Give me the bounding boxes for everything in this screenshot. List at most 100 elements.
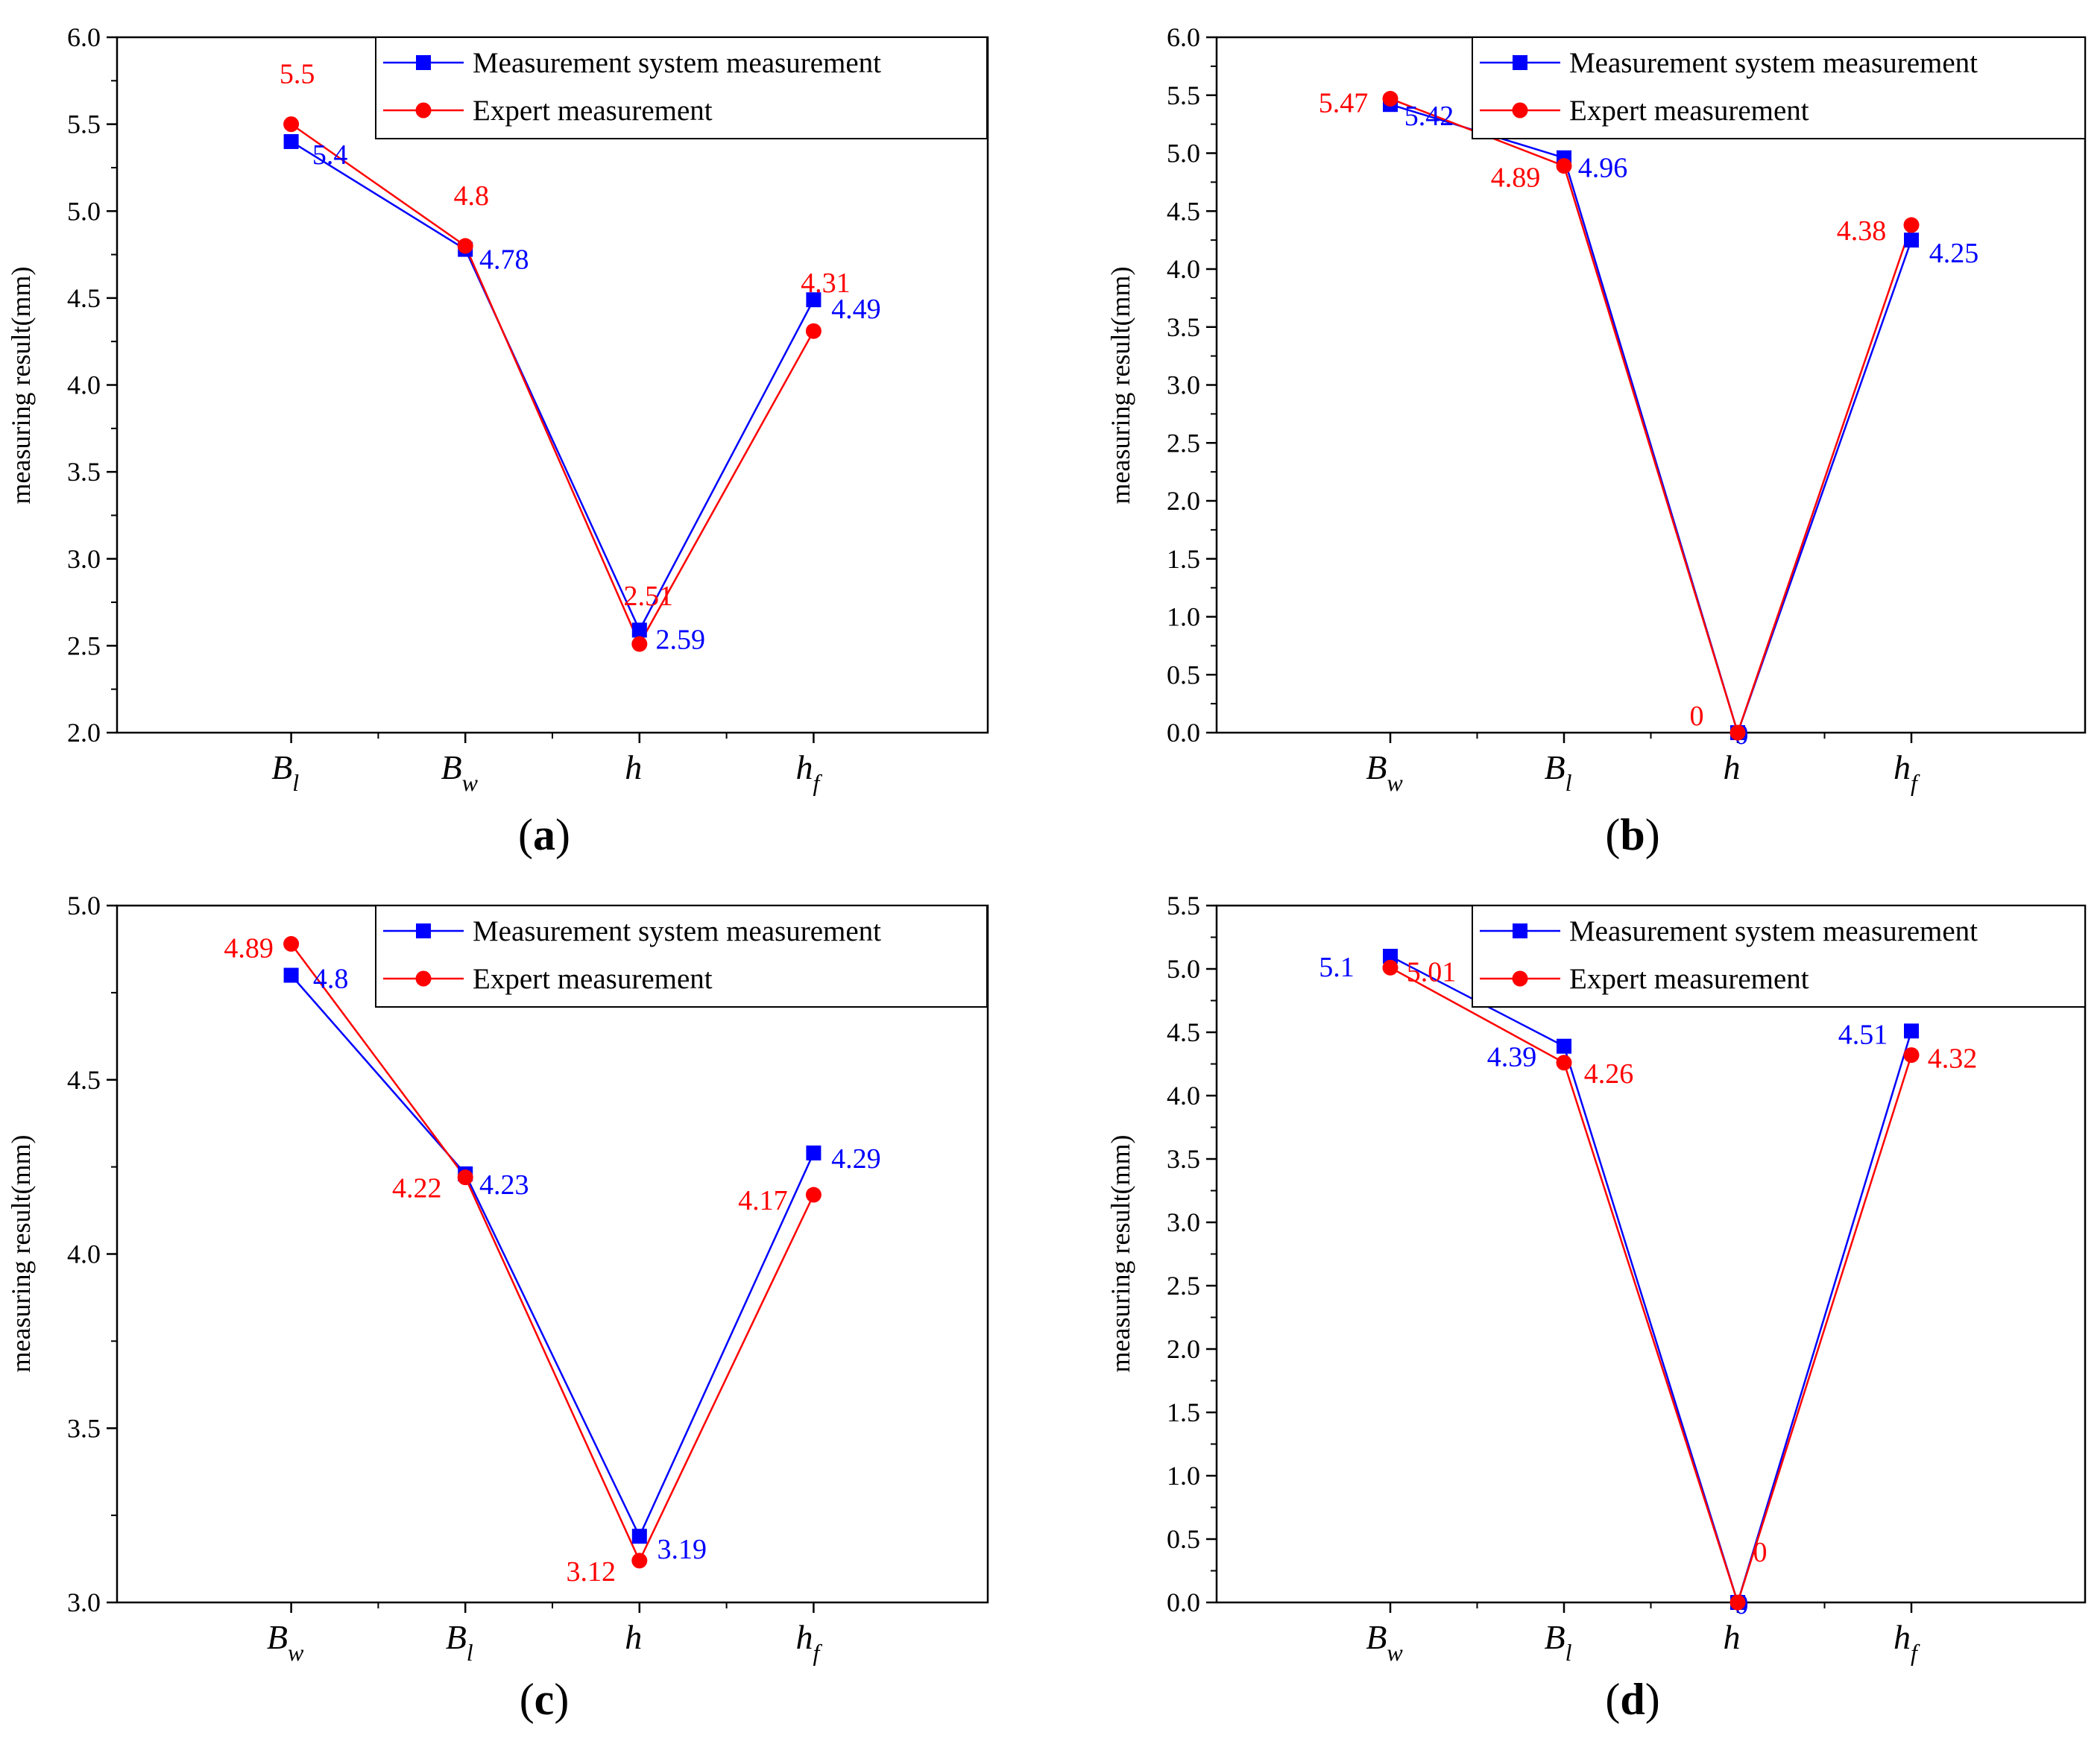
- expert-data-point: [631, 636, 648, 652]
- y-tick-label: 3.5: [67, 457, 101, 487]
- x-tick-label-subscript: w: [288, 1639, 304, 1666]
- system-data-label: 3.19: [658, 1534, 707, 1565]
- y-axis-label: measuring result(mm): [1106, 267, 1135, 505]
- system-data-point: [283, 967, 299, 983]
- legend: Measurement system measurement Expert mea…: [1472, 905, 2086, 1008]
- system-data-point: [1383, 949, 1398, 964]
- expert-data-label: 4.32: [1928, 1043, 1978, 1075]
- system-data-label: 5.42: [1404, 101, 1454, 132]
- x-tick-label-main: h: [795, 748, 813, 786]
- x-tick-label: h: [1724, 748, 1741, 786]
- expert-data-label: 3.12: [567, 1556, 617, 1588]
- y-tick-label: 2.0: [67, 718, 101, 748]
- x-tick-label: Bl: [1545, 748, 1572, 796]
- chart-panel-b: 0.0 0.5 1.0 1.5 2.0 2.5 3.0 3.5 4.0 4.5 5.0 5.5 6.0 B…: [1106, 22, 2087, 859]
- legend-expert-marker: [415, 102, 432, 119]
- legend-system-label: Measurement system measurement: [1569, 915, 1978, 947]
- legend-box: [1472, 905, 2086, 1008]
- legend-expert-marker: [1512, 970, 1528, 987]
- panel-label-close: ): [1645, 1675, 1660, 1724]
- system-data-label: 4.25: [1929, 238, 1979, 269]
- x-tick-label-subscript: f: [1911, 1639, 1920, 1666]
- legend-box: [375, 905, 988, 1008]
- y-tick-label: 0.0: [1167, 1588, 1200, 1617]
- y-tick-label: 2.0: [1167, 486, 1200, 516]
- panel-label: (a): [518, 810, 570, 859]
- y-tick-label: 2.0: [1167, 1334, 1200, 1364]
- y-tick-label: 4.5: [67, 1065, 101, 1095]
- panel-label-close: ): [554, 1675, 569, 1724]
- panel-label-open: (: [1605, 810, 1620, 859]
- system-data-label: 4.51: [1838, 1019, 1888, 1050]
- expert-data-label: 4.89: [1491, 162, 1541, 194]
- y-tick-label: 2.5: [67, 631, 101, 660]
- system-data-label: 4.96: [1578, 153, 1628, 184]
- x-tick-label-subscript: l: [1565, 769, 1572, 796]
- legend-expert-marker: [1512, 102, 1528, 119]
- system-series-line: [290, 140, 815, 633]
- x-tick-label: Bw: [1366, 748, 1403, 796]
- x-tick-label: h: [625, 1618, 642, 1656]
- expert-data-point: [283, 935, 300, 952]
- x-tick-label-main: B: [267, 1618, 288, 1656]
- y-tick-label: 5.5: [67, 110, 101, 139]
- panel-label-open: (: [1605, 1675, 1620, 1724]
- legend-system-marker: [1513, 923, 1527, 938]
- y-axis-label: measuring result(mm): [6, 267, 36, 505]
- expert-data-label: 5.01: [1407, 956, 1457, 988]
- y-tick-label: 5.0: [1167, 139, 1200, 168]
- expert-data-point: [805, 1187, 822, 1203]
- y-tick-label: 4.0: [1167, 1081, 1200, 1111]
- expert-series-line: [290, 943, 815, 1563]
- legend-system-label: Measurement system measurement: [473, 47, 881, 79]
- x-tick-label: hf: [1894, 1618, 1920, 1666]
- x-tick-label: hf: [1894, 748, 1920, 796]
- legend-system-marker: [1513, 55, 1527, 70]
- expert-series-line: [1390, 967, 1913, 1606]
- expert-data-label: 4.38: [1837, 215, 1887, 247]
- panel-label-letter: a: [533, 810, 555, 859]
- expert-data-label: 4.17: [738, 1185, 788, 1216]
- legend-system-label: Measurement system measurement: [473, 915, 881, 947]
- plot-frame: [116, 904, 989, 1604]
- system-data-label: 4.78: [479, 244, 529, 276]
- plot-frame: [1215, 904, 2087, 1604]
- expert-data-label: 4.8: [453, 180, 489, 212]
- panel-label: (b): [1605, 810, 1659, 859]
- legend: Measurement system measurement Expert mea…: [1472, 37, 2086, 139]
- y-tick-label: 6.0: [67, 22, 101, 52]
- system-data-point: [1904, 233, 1919, 248]
- y-tick-label: 0.0: [1167, 718, 1200, 748]
- expert-data-point: [1903, 217, 1920, 233]
- expert-data-point: [805, 323, 822, 339]
- legend-expert-label: Expert measurement: [1569, 963, 1809, 995]
- system-series-line: [1390, 955, 1913, 1606]
- panel-label: (c): [520, 1675, 570, 1724]
- legend-expert-label: Expert measurement: [473, 963, 713, 995]
- y-tick-label: 2.5: [1167, 1271, 1200, 1301]
- x-tick-label-subscript: f: [813, 1639, 822, 1666]
- expert-data-point: [1729, 724, 1746, 741]
- x-tick-label-subscript: l: [467, 1639, 473, 1666]
- expert-data-label: 0: [1690, 701, 1704, 732]
- y-tick-label: 3.0: [1167, 370, 1200, 400]
- panel-label-letter: b: [1620, 810, 1645, 859]
- expert-data-label: 4.89: [224, 932, 274, 964]
- expert-series-line: [290, 123, 815, 646]
- expert-data-label: 4.31: [801, 268, 851, 299]
- expert-data-point: [1556, 1055, 1572, 1071]
- expert-data-point: [457, 1169, 473, 1186]
- legend-system-marker: [416, 923, 431, 938]
- panel-label-close: ): [1645, 810, 1660, 859]
- x-tick-label-main: B: [1366, 1618, 1387, 1656]
- x-tick-label: Bl: [446, 1618, 473, 1666]
- y-tick-label: 5.0: [67, 196, 101, 226]
- system-data-label: 4.49: [831, 294, 881, 325]
- x-tick-label-subscript: l: [292, 769, 299, 796]
- plot-frame: [116, 36, 989, 734]
- expert-data-point: [1382, 90, 1399, 107]
- system-data-point: [283, 133, 299, 149]
- x-tick-label: hf: [795, 1618, 822, 1666]
- x-tick-label-main: B: [1545, 748, 1565, 786]
